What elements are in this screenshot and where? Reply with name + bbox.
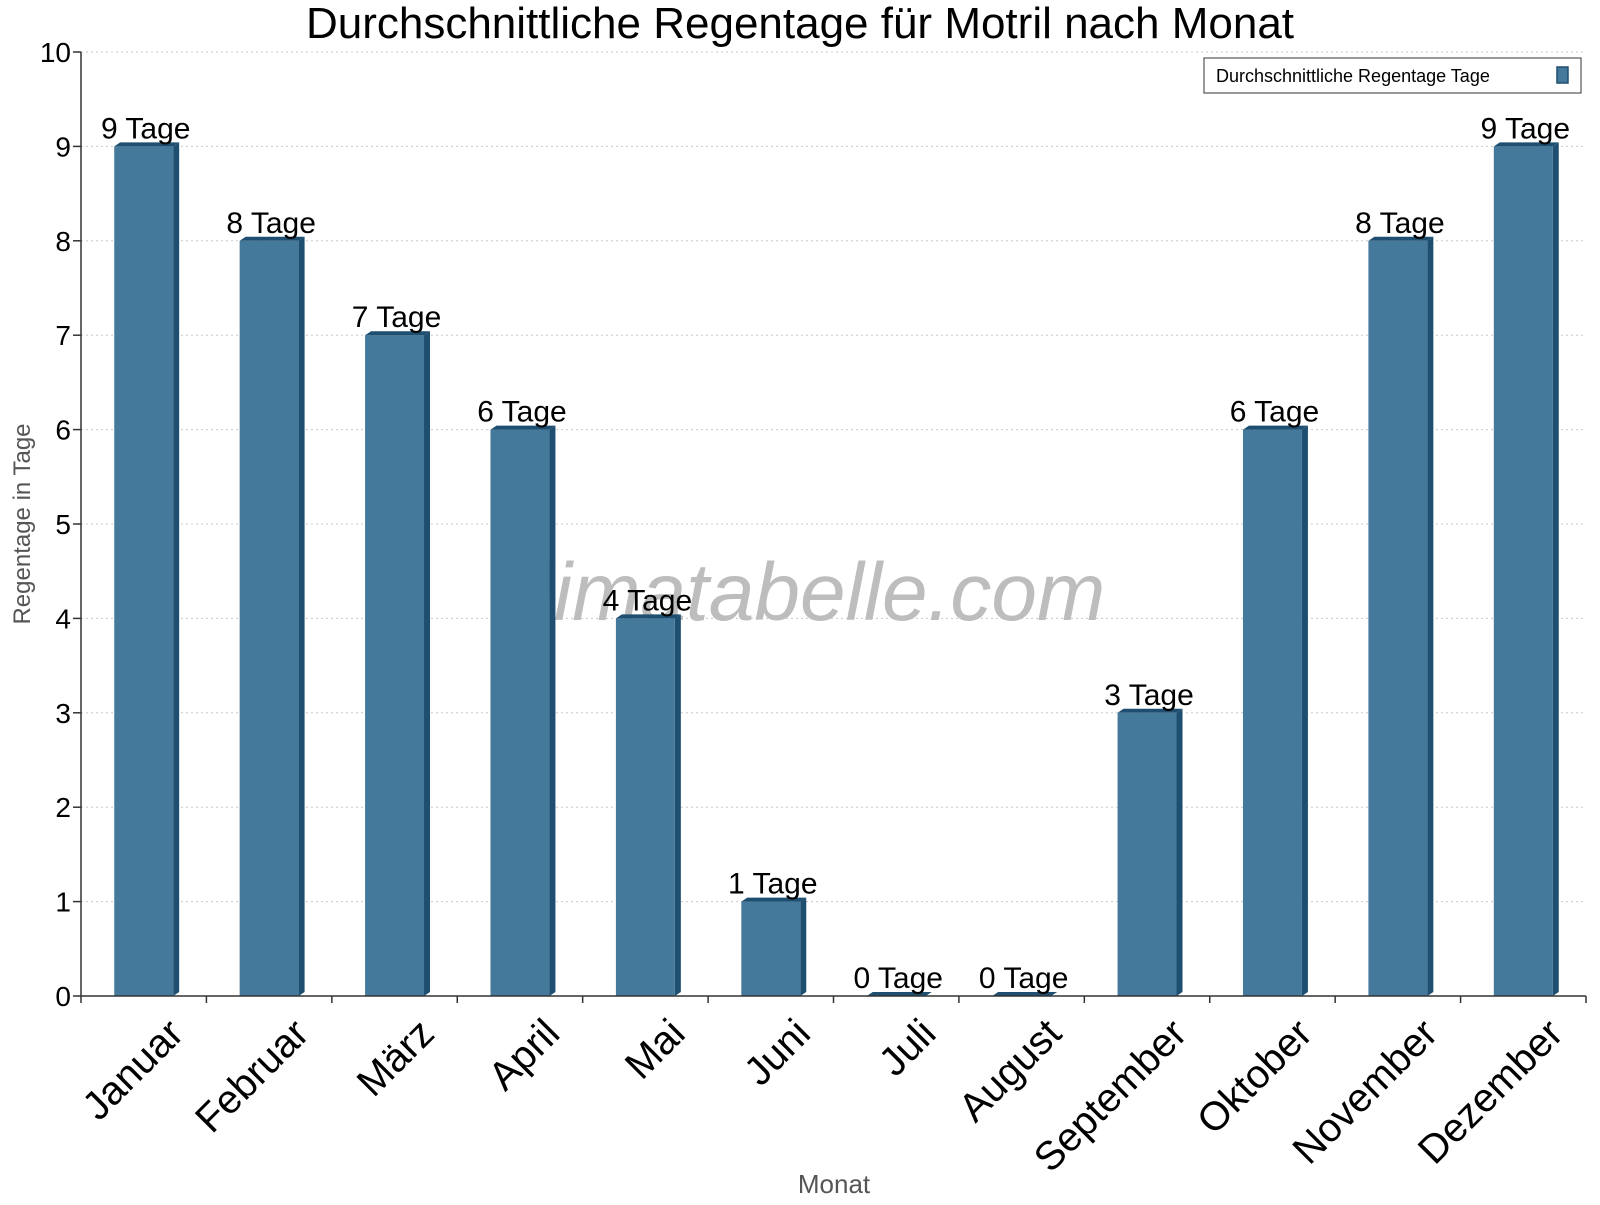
bar [866, 992, 932, 996]
bar-face [1117, 712, 1177, 996]
bar-side [424, 331, 431, 996]
y-tick-label: 8 [55, 226, 71, 257]
x-axis-title: Monat [798, 1169, 871, 1199]
bar-face [741, 901, 801, 996]
x-tick-label: Oktober [1189, 1011, 1321, 1143]
bar-top [615, 614, 681, 619]
x-tick-label: Februar [187, 1011, 317, 1141]
bar-face [615, 618, 675, 996]
bar [741, 897, 807, 996]
data-label: 8 Tage [1355, 207, 1445, 240]
y-tick-label: 6 [55, 415, 71, 446]
y-tick-label: 4 [55, 603, 71, 634]
bar [1368, 236, 1434, 997]
y-tick-label: 9 [55, 131, 71, 162]
bar-face [239, 240, 299, 997]
bar-face [1493, 146, 1553, 996]
bar-side [1552, 142, 1559, 996]
y-tick-label: 10 [40, 37, 71, 68]
bar-top [1493, 142, 1559, 147]
y-tick-label: 2 [55, 792, 71, 823]
x-tick-label: April [480, 1011, 568, 1099]
bar-top [1242, 425, 1308, 430]
bar-side [1176, 708, 1183, 996]
x-tick-label: Juli [871, 1011, 945, 1085]
grid-lines [81, 51, 1586, 903]
bar-side [173, 142, 180, 996]
bar-face [114, 146, 174, 996]
bar [365, 331, 431, 996]
legend-series-label: Durchschnittliche Regentage Tage [1216, 66, 1490, 86]
legend-swatch [1556, 66, 1569, 84]
bar-top [365, 331, 431, 336]
bar-side [674, 614, 681, 996]
bar-top [239, 236, 305, 241]
bar-top [1117, 708, 1183, 713]
watermark-text: klimatabelle.com [495, 547, 1106, 638]
bar-face [1242, 429, 1302, 997]
bar-top [114, 142, 180, 147]
data-label: 3 Tage [1104, 679, 1194, 712]
legend-box [1203, 57, 1582, 94]
data-label: 6 Tage [1230, 396, 1320, 429]
y-tick-label: 1 [55, 887, 71, 918]
bar-face [365, 335, 425, 996]
x-tick-label: Januar [74, 1011, 192, 1129]
bar [992, 992, 1058, 996]
y-axis-title: Regentage in Tage [9, 423, 36, 624]
data-label: 4 Tage [603, 584, 693, 617]
data-label: 9 Tage [101, 112, 191, 145]
bar-top [741, 897, 807, 902]
bar-side [800, 897, 807, 996]
legend: Durchschnittliche Regentage Tage [1203, 57, 1582, 94]
bar-side [1301, 425, 1308, 997]
bar-face [1368, 240, 1428, 997]
bar-side [1427, 236, 1434, 997]
bars [114, 142, 1559, 997]
bar [615, 614, 681, 996]
bar [490, 425, 556, 997]
data-label: 1 Tage [728, 868, 818, 901]
y-tick-label: 3 [55, 698, 71, 729]
data-label: 6 Tage [477, 396, 567, 429]
x-tick-label: Juni [736, 1011, 819, 1094]
data-label: 9 Tage [1481, 112, 1571, 145]
bar-side [298, 236, 305, 997]
bar-face [490, 429, 550, 997]
bar-top [1368, 236, 1434, 241]
bar-top [992, 992, 1058, 996]
x-tick-label: März [349, 1011, 443, 1105]
bar-top [866, 992, 932, 996]
x-tick-label: Mai [617, 1011, 694, 1088]
x-tick-label: August [951, 1011, 1070, 1130]
y-tick-label: 0 [55, 981, 71, 1012]
y-axis-ticks: 0 1 2 3 4 5 6 7 8 9 10 [40, 37, 81, 1012]
bar [239, 236, 305, 997]
bar [114, 142, 180, 996]
data-label: 8 Tage [226, 207, 316, 240]
data-label: 7 Tage [352, 301, 442, 334]
bar-top [490, 425, 556, 430]
bar [1117, 708, 1183, 996]
bar [1242, 425, 1308, 997]
data-label: 0 Tage [979, 962, 1069, 995]
y-tick-label: 7 [55, 320, 71, 351]
data-label: 0 Tage [853, 962, 943, 995]
bar [1493, 142, 1559, 996]
data-labels: 9 Tage 8 Tage 7 Tage 6 Tage 4 Tage 1 Tage 0 Ta… [101, 112, 1570, 995]
bar-side [549, 425, 556, 997]
y-tick-label: 5 [55, 509, 71, 540]
chart-title: Durchschnittliche Regentage für Motril n… [306, 0, 1294, 48]
